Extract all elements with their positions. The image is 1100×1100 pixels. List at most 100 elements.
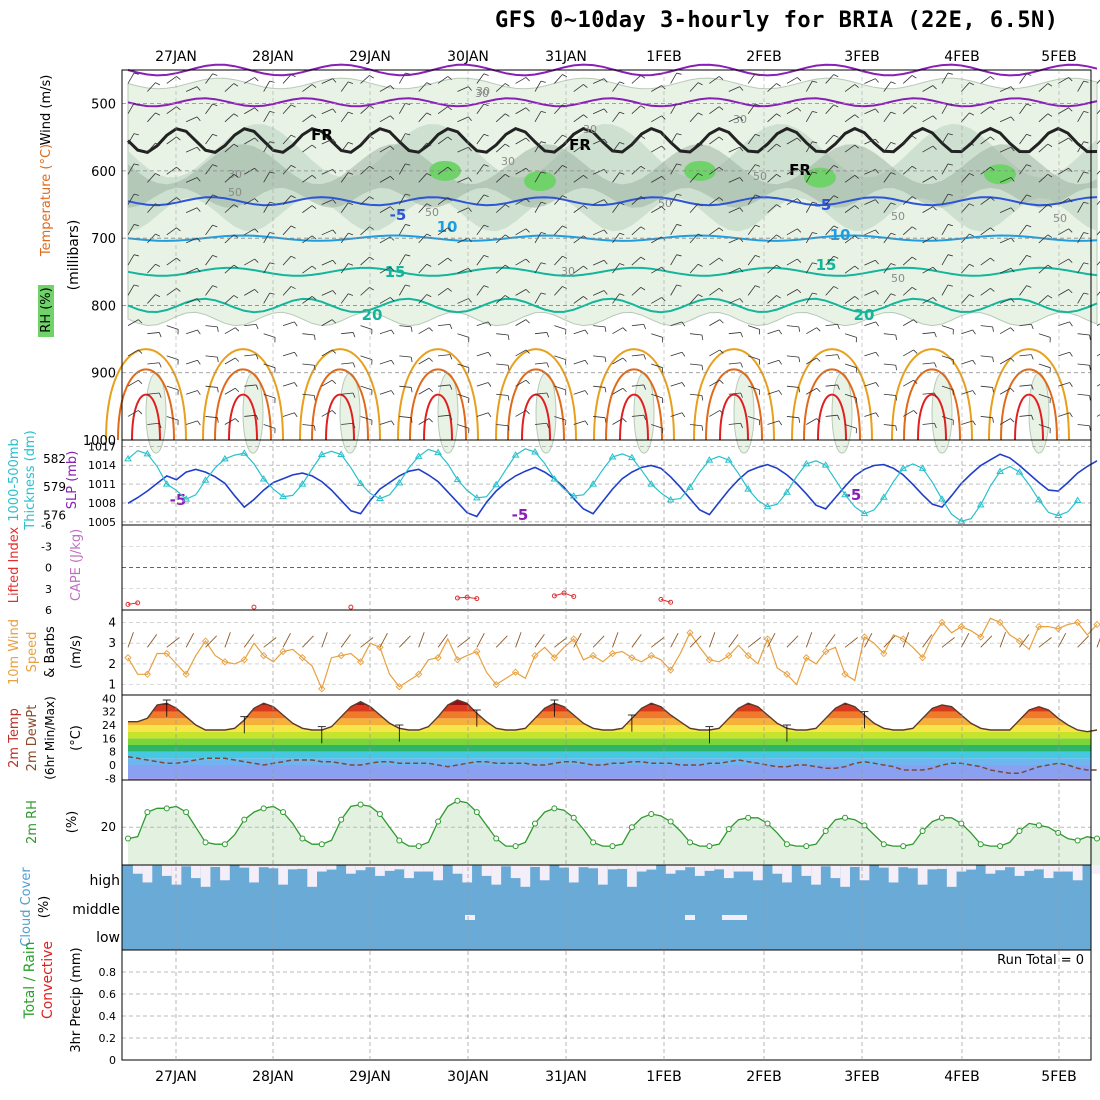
wind-barb-flag	[913, 349, 918, 354]
wind-barb-flag	[739, 237, 744, 243]
isotherm-30	[1000, 368, 1058, 441]
wind-barb	[534, 202, 542, 213]
wind-barb-flag	[1068, 228, 1073, 233]
wind-barb	[244, 198, 255, 205]
rh2m-point	[609, 843, 616, 850]
wind-barb	[1038, 264, 1049, 274]
wind-barb-flag	[603, 290, 608, 295]
wind-barb	[224, 174, 235, 183]
wind-barb-flag	[622, 418, 627, 423]
wind-barb	[379, 297, 391, 304]
wind-barb-flag	[138, 410, 143, 415]
wind-barb-flag	[483, 285, 489, 288]
wind-barb	[340, 81, 349, 92]
wind-barb-flag	[176, 257, 181, 262]
wind-barb-flag	[932, 85, 937, 90]
wind-barb-flag	[697, 203, 703, 207]
wind-barb	[612, 387, 624, 395]
wind-barb	[554, 255, 563, 266]
wind-barb	[224, 264, 235, 274]
wind-barb	[1038, 393, 1051, 399]
wind-barb-10m	[147, 634, 158, 648]
isotherm-30	[507, 368, 565, 441]
wind-barb	[1096, 140, 1100, 145]
wind-barb-flag	[990, 166, 995, 171]
wind-barb	[398, 163, 406, 175]
wind-barb	[728, 422, 741, 425]
wind-barb-flag	[562, 164, 568, 168]
wind-barb	[689, 294, 699, 304]
precip-tick: 0.2	[99, 1032, 117, 1045]
wind-barb-flag	[812, 232, 818, 235]
wind-barb	[573, 84, 584, 92]
wind-barb	[786, 355, 799, 358]
isotherm-30	[903, 368, 961, 441]
wind-barb-flag	[313, 334, 316, 340]
rh2m-fill	[128, 800, 1100, 865]
wind-barb	[651, 363, 663, 369]
wind-barb	[592, 108, 605, 115]
wind-barb	[282, 412, 295, 417]
wind-barb-flag	[138, 379, 143, 384]
wind-barb-flag	[504, 143, 510, 148]
wind-barb-flag	[604, 417, 607, 423]
wind-barb	[205, 255, 213, 266]
wind-barb-flag	[447, 197, 452, 201]
wind-barb-flag	[619, 232, 625, 236]
wind-barb-flag	[1026, 133, 1032, 137]
wind-barb-flag	[969, 233, 975, 237]
wind-barb-flag	[740, 423, 743, 429]
wind-barb	[185, 146, 198, 153]
wind-barb-flag	[217, 387, 219, 393]
wind-barb	[224, 234, 235, 244]
wind-barb-flag	[583, 265, 588, 270]
wind-barb	[379, 266, 391, 274]
wind-barb	[1058, 289, 1069, 296]
wind-barb-flag	[447, 257, 452, 262]
wind-barb-flag	[932, 236, 937, 241]
wind-barb-flag	[911, 105, 917, 109]
wind-barb-flag	[483, 164, 489, 167]
wind-barb-flag	[176, 76, 181, 80]
wind-barb	[147, 142, 156, 153]
wind-barb-flag	[311, 144, 317, 149]
wind-barb	[864, 351, 876, 357]
wind-barb-flag	[1089, 395, 1091, 401]
slp-axis-label: SLP (mb)	[65, 451, 80, 510]
wind-barb-flag	[640, 105, 646, 109]
temp2m-label-c: (6hr Min/Max)	[43, 696, 57, 780]
wind-barb-flag	[217, 417, 219, 423]
wind-barb	[709, 227, 720, 236]
wind-barb	[941, 193, 949, 205]
wind-barb	[321, 78, 333, 84]
wind-barb-flag	[833, 286, 839, 290]
wind-barb	[825, 225, 835, 236]
slp-marker	[879, 493, 888, 500]
wind-barb	[631, 75, 642, 84]
wind-barb-flag	[797, 137, 802, 142]
wind-barb-flag	[833, 255, 839, 259]
wind-barb-10m	[515, 632, 522, 648]
wind-barb-flag	[313, 395, 316, 401]
slp-tick: 1005	[88, 516, 116, 529]
wind-barb	[825, 104, 835, 114]
wind-barb	[341, 422, 354, 425]
wind-barb	[263, 171, 271, 183]
cloud-high-gap	[355, 865, 366, 871]
wind-barb-flag	[643, 415, 647, 420]
wind-barb	[844, 235, 856, 244]
wind-barb	[573, 329, 586, 335]
wind-speed-marker	[415, 670, 423, 678]
rh2m-point	[880, 841, 887, 848]
wind-barb	[651, 333, 663, 338]
cloud-high-gap	[927, 865, 938, 870]
wind-barb-flag	[681, 351, 686, 357]
wind-barb-flag	[640, 286, 646, 291]
wind-barb-flag	[676, 254, 682, 257]
wind-barb	[1038, 83, 1049, 92]
cloud-high-gap	[491, 865, 502, 885]
wind-barb	[515, 319, 527, 326]
slp-marker	[744, 485, 753, 492]
wind-barb-flag	[331, 379, 337, 384]
